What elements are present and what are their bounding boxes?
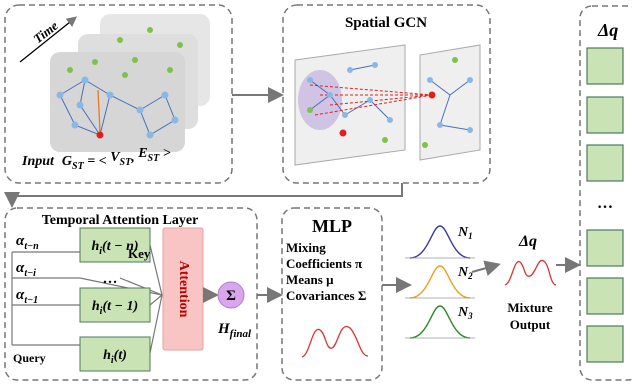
mlp-line: Covariances Σ [286,288,366,303]
alpha-label: αt−i [16,260,36,279]
mixture-symbol: Δq [518,233,537,250]
output-title: Δq [597,20,618,40]
output-ellipsis: … [597,195,613,212]
state-arg: (t − 1) [102,299,138,314]
mlp-line: Mixing [286,240,326,255]
query-label: Query [13,351,46,365]
formula-part: = < [84,154,110,169]
formula-part: G [62,154,72,169]
alpha-label: αt−n [16,233,39,252]
state-ellipsis: … [103,271,118,287]
mlp-line: Coefficients π [286,256,362,271]
mlp-line: Means μ [286,272,334,287]
alpha-sub: t−i [24,268,36,279]
state-base: h [92,299,100,314]
h-sub: final [230,328,252,340]
arrow [12,183,402,204]
state-arg: (t) [114,348,127,363]
gaussian-sub: 3 [467,311,473,321]
formula-part: E [137,146,147,161]
formula-sub: ST [120,157,133,168]
formula-sub: ST [72,161,85,172]
gaussian-label: N1 [457,225,473,241]
formula-part: > [159,146,171,161]
formula-sub: ST [148,153,161,164]
gaussian-label: N3 [457,305,473,321]
alpha-sub: t−n [24,241,39,252]
diagram: Time InputGST = < VST, EST > Spatial GCN… [0,0,632,386]
attention-label: Attention [176,261,191,318]
h-final: Hfinal [217,321,252,340]
alpha-sub: t−1 [24,295,38,306]
state-base: h [103,348,111,363]
mlp-title: MLP [312,216,352,236]
graph-stack [50,14,210,152]
gaussian-label: N2 [457,265,473,281]
alpha-label: αt−1 [16,287,38,306]
mixture-line: Mixture [507,300,552,315]
sum-label: Σ [226,288,236,304]
spatial-graphs [295,45,480,165]
gaussian-curves [405,226,475,338]
page: {"input_panel":{"time":"Time","input_lab… [0,0,632,386]
gaussian-sub: 1 [468,231,473,241]
mixture-output-curve [505,260,556,285]
formula-part: , [130,150,138,165]
arrow [472,265,497,272]
state-base: h [91,239,99,254]
mixture-line: Output [510,317,551,332]
gaussian-sub: 2 [467,271,473,281]
key-label: Key [128,246,151,261]
mixture-curve [302,326,368,357]
spatial-title: Spatial GCN [345,15,427,31]
input-word: Input [21,154,55,169]
temporal-title: Temporal Attention Layer [42,213,199,228]
